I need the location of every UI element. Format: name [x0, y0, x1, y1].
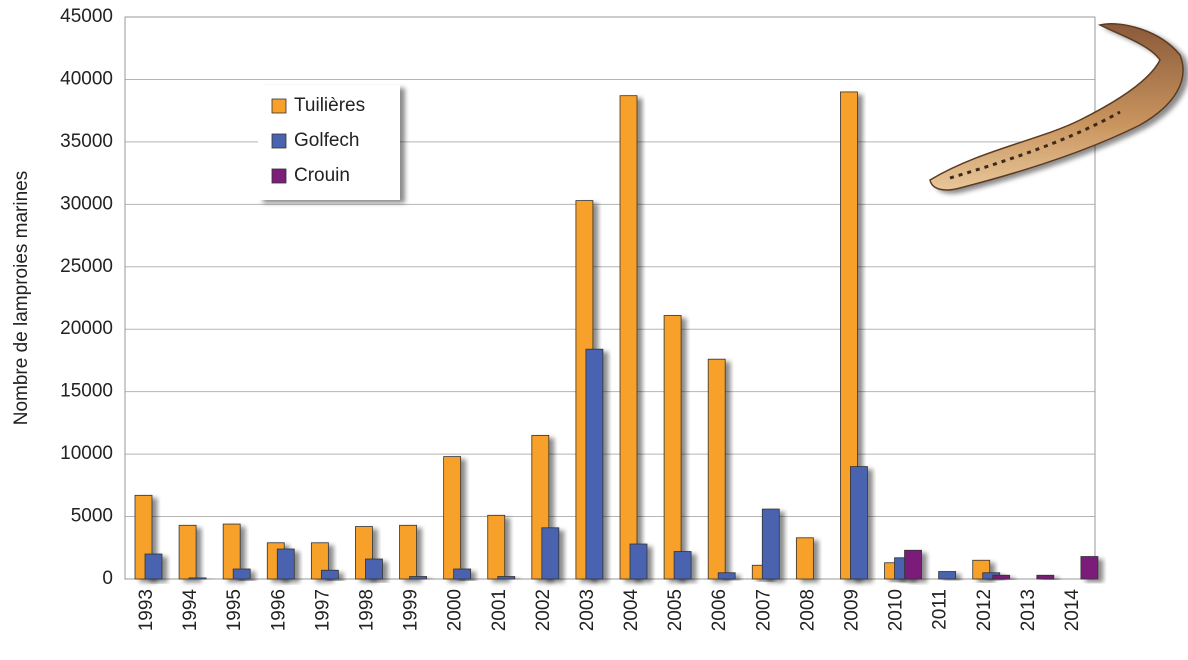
x-tick-label: 1998	[357, 589, 378, 631]
bar	[840, 91, 858, 580]
bar	[619, 95, 638, 580]
x-tick-label: 2004	[621, 589, 642, 632]
y-tick-label: 25000	[60, 256, 113, 277]
bar	[276, 548, 295, 580]
bar	[673, 551, 692, 580]
y-tick-label: 0	[102, 568, 113, 589]
x-tick-label: 1995	[224, 589, 245, 631]
bar	[1036, 574, 1055, 580]
x-tick-label: 2012	[974, 589, 995, 631]
bar	[487, 514, 506, 580]
bar	[1080, 556, 1099, 580]
bar	[629, 543, 648, 580]
x-tick-label: 1997	[312, 589, 333, 631]
bar	[320, 569, 339, 580]
x-tick-label: 2000	[445, 589, 466, 631]
y-tick-label: 45000	[60, 6, 113, 27]
x-tick-label: 2009	[842, 589, 863, 631]
x-tick-label: 2006	[709, 589, 730, 631]
legend-swatch	[271, 98, 287, 114]
bar	[541, 527, 560, 580]
bar	[178, 524, 197, 580]
bar	[365, 558, 383, 580]
fish-illustration	[929, 23, 1184, 191]
y-tick-label: 5000	[71, 506, 113, 527]
bar	[222, 523, 241, 580]
x-tick-label: 2011	[930, 589, 951, 630]
legend-swatch	[271, 133, 287, 149]
bar	[850, 466, 868, 580]
y-tick-label: 15000	[60, 381, 113, 402]
y-axis-label: Nombre de lamproies marines	[11, 171, 32, 426]
legend: Tuilières Golfech Crouin	[258, 85, 400, 200]
y-tick-label: 10000	[60, 443, 113, 464]
bar	[938, 571, 957, 580]
bar	[144, 553, 163, 580]
bar	[904, 549, 922, 580]
bar	[585, 348, 604, 580]
y-tick-label: 35000	[60, 131, 113, 152]
x-tick-label: 1999	[401, 589, 422, 631]
bar	[443, 456, 462, 580]
bar	[992, 574, 1011, 580]
legend-label: Crouin	[294, 165, 350, 186]
bar	[663, 315, 682, 580]
x-tick-label: 1993	[136, 589, 157, 631]
x-tick-label: 2007	[753, 589, 774, 631]
x-tick-label: 2008	[797, 589, 818, 631]
x-tick-label: 2010	[886, 589, 907, 631]
x-tick-label: 2003	[577, 589, 598, 631]
bar	[761, 508, 780, 580]
x-tick-label: 2002	[533, 589, 554, 631]
x-tick-label: 1996	[268, 589, 289, 631]
bar	[795, 537, 814, 580]
x-tick-label: 2005	[665, 589, 686, 631]
bar	[707, 358, 726, 580]
bar	[188, 577, 207, 580]
bar	[399, 524, 417, 580]
legend-swatch	[271, 168, 287, 184]
plot-frame	[124, 16, 1096, 580]
bar	[497, 576, 516, 580]
bar	[717, 572, 736, 580]
x-tick-label: 2014	[1062, 589, 1083, 632]
x-tick-label: 2001	[489, 589, 510, 631]
bar	[232, 568, 251, 580]
legend-label: Golfech	[294, 130, 359, 151]
y-tick-label: 30000	[60, 193, 113, 214]
bar	[409, 576, 427, 580]
x-tick-label: 2013	[1018, 589, 1039, 631]
y-tick-label: 40000	[60, 68, 113, 89]
x-tick-label: 1994	[180, 589, 201, 632]
y-tick-label: 20000	[60, 318, 113, 339]
bar	[453, 568, 472, 580]
legend-label: Tuilières	[294, 95, 365, 116]
